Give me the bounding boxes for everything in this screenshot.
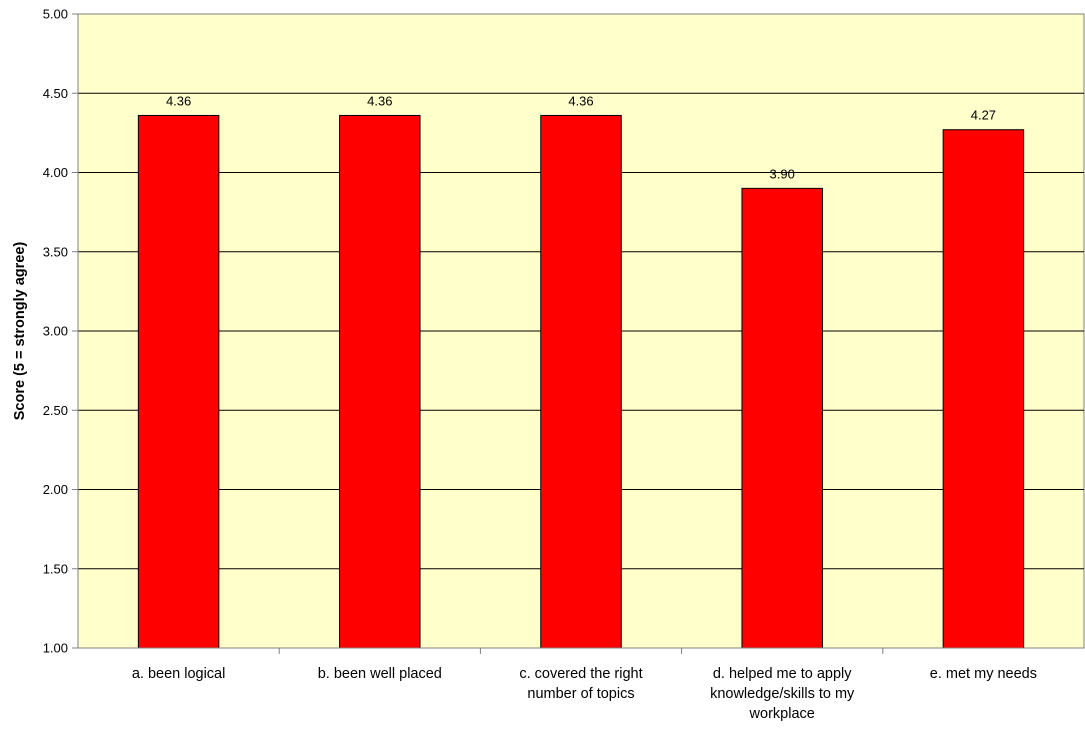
data-label: 4.27 bbox=[971, 108, 996, 123]
x-tick-label: b. been well placed bbox=[318, 666, 442, 682]
y-tick-label: 3.00 bbox=[43, 324, 68, 339]
x-tick-label: d. helped me to apply knowledge/skills to… bbox=[710, 666, 855, 722]
x-tick-label-line: d. helped me to apply bbox=[713, 666, 852, 682]
data-label: 4.36 bbox=[568, 93, 593, 108]
y-tick-label: 4.50 bbox=[43, 86, 68, 101]
x-tick-label: e. met my needs bbox=[930, 666, 1037, 682]
y-axis-title: Score (5 = strongly agree) bbox=[12, 242, 28, 421]
x-tick-label-line: a. been logical bbox=[132, 666, 226, 682]
y-tick-label: 2.00 bbox=[43, 482, 68, 497]
bar bbox=[541, 115, 621, 648]
y-tick-label: 2.50 bbox=[43, 403, 68, 418]
x-tick-label: a. been logical bbox=[132, 666, 226, 682]
x-tick-label-line: c. covered the right bbox=[519, 666, 642, 682]
bar bbox=[138, 115, 218, 648]
x-tick-label-line: e. met my needs bbox=[930, 666, 1037, 682]
data-label: 4.36 bbox=[367, 93, 392, 108]
data-label: 4.36 bbox=[166, 93, 191, 108]
y-tick-labels: 1.00 1.50 2.00 2.50 3.00 3.50 4.00 4.50 5.00 bbox=[43, 7, 68, 656]
x-tick-label-line: b. been well placed bbox=[318, 666, 442, 682]
data-label: 3.90 bbox=[770, 166, 795, 181]
y-tick-label: 5.00 bbox=[43, 7, 68, 22]
y-tick-label: 4.00 bbox=[43, 165, 68, 180]
y-tick-label: 1.50 bbox=[43, 561, 68, 576]
x-tick-label-line: knowledge/skills to my bbox=[710, 686, 855, 702]
x-tick-label-line: number of topics bbox=[527, 686, 634, 702]
bar bbox=[742, 188, 822, 648]
x-tick-label: c. covered the right number of topics bbox=[519, 666, 642, 702]
x-tick-label-line: workplace bbox=[749, 706, 815, 722]
y-tick-label: 3.50 bbox=[43, 244, 68, 259]
bar bbox=[340, 115, 420, 648]
bar bbox=[943, 130, 1023, 648]
y-tick-label: 1.00 bbox=[43, 641, 68, 656]
x-tick-labels: a. been logical b. been well placed c. cov… bbox=[132, 666, 1037, 722]
